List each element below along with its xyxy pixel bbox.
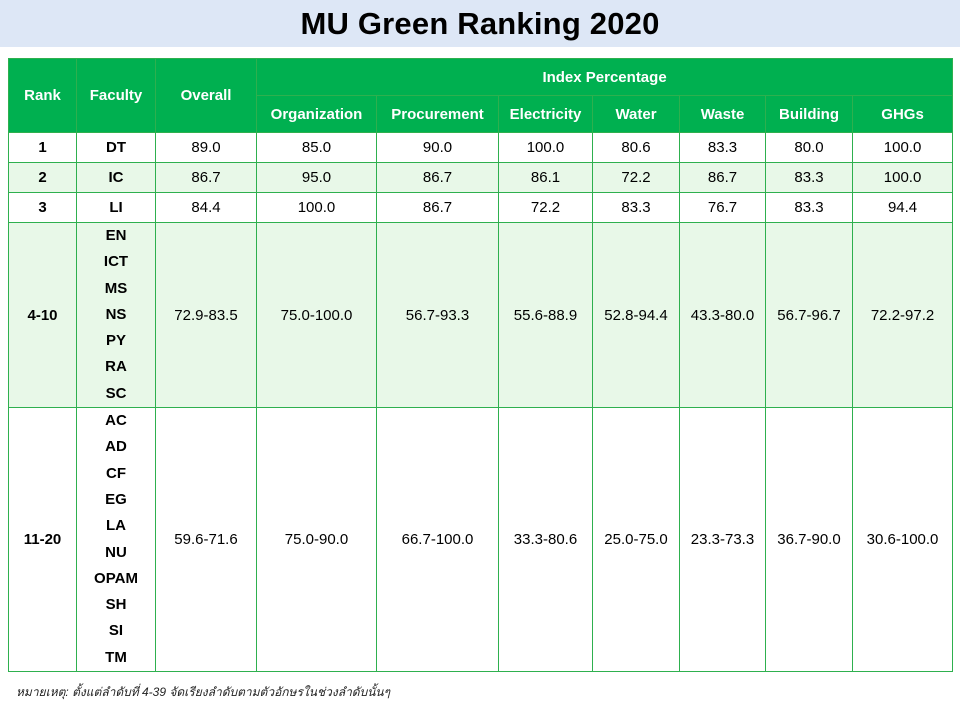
index-cell: 75.0-90.0 <box>256 407 377 673</box>
index-cell: 83.3 <box>592 192 680 223</box>
table-row: 11-20 AC AD CF EG LA NU OPAM SH SI TM 59… <box>8 407 954 673</box>
ranking-table: Rank Faculty Overall Index Percentage Or… <box>8 58 954 673</box>
index-cell: 30.6-100.0 <box>851 407 954 673</box>
faculty-name: NS <box>105 305 127 323</box>
table-row: 3 LI 84.4 100.0 86.7 72.2 83.3 76.7 83.3… <box>8 192 954 223</box>
rank-cell: 4-10 <box>8 221 77 409</box>
faculty-cell: LI <box>76 192 156 223</box>
index-cell: 94.4 <box>851 192 954 223</box>
overall-cell: 59.6-71.6 <box>155 407 257 673</box>
table-row: 2 IC 86.7 95.0 86.7 86.1 72.2 86.7 83.3 … <box>8 162 954 193</box>
index-cell: 52.8-94.4 <box>592 221 680 409</box>
index-cell: 83.3 <box>679 132 766 163</box>
overall-cell: 84.4 <box>155 192 257 223</box>
header-ghgs: GHGs <box>851 95 954 133</box>
faculty-name: TM <box>105 648 127 666</box>
overall-cell: 89.0 <box>155 132 257 163</box>
index-cell: 33.3-80.6 <box>498 407 593 673</box>
faculty-name: AD <box>105 438 127 456</box>
header-procurement: Procurement <box>376 95 499 133</box>
index-cell: 86.1 <box>498 162 593 193</box>
header-index-percentage: Index Percentage <box>255 58 954 96</box>
faculty-name: AC <box>105 412 127 430</box>
faculty-name: SH <box>105 596 127 614</box>
index-cell: 83.3 <box>765 192 853 223</box>
index-cell: 75.0-100.0 <box>256 221 377 409</box>
faculty-name: NU <box>105 543 127 561</box>
faculty-name: MS <box>104 279 128 297</box>
index-cell: 85.0 <box>256 132 377 163</box>
rank-cell: 11-20 <box>8 407 77 673</box>
overall-cell: 86.7 <box>155 162 257 193</box>
header-organization: Organization <box>256 95 377 133</box>
index-cell: 56.7-93.3 <box>376 221 499 409</box>
faculty-cell: IC <box>76 162 156 193</box>
header-electricity: Electricity <box>498 95 593 133</box>
index-cell: 76.7 <box>679 192 766 223</box>
table-row: 4-10 EN ICT MS NS PY RA SC 72.9-83.5 75.… <box>8 221 954 409</box>
index-cell: 25.0-75.0 <box>592 407 680 673</box>
index-cell: 100.0 <box>256 192 377 223</box>
index-cell: 100.0 <box>498 132 593 163</box>
overall-cell: 72.9-83.5 <box>155 221 257 409</box>
index-cell: 55.6-88.9 <box>498 221 593 409</box>
faculty-name: ICT <box>103 253 129 271</box>
index-cell: 83.3 <box>765 162 853 193</box>
faculty-name: PY <box>105 332 126 350</box>
index-cell: 72.2 <box>592 162 680 193</box>
index-cell: 36.7-90.0 <box>765 407 853 673</box>
index-cell: 100.0 <box>851 162 954 193</box>
header-water: Water <box>592 95 680 133</box>
header-faculty: Faculty <box>76 58 156 133</box>
rank-cell: 1 <box>8 132 77 163</box>
header-waste: Waste <box>679 95 766 133</box>
index-cell: 72.2 <box>498 192 593 223</box>
index-cell: 56.7-96.7 <box>765 221 853 409</box>
header-building: Building <box>765 95 853 133</box>
index-cell: 66.7-100.0 <box>376 407 499 673</box>
index-cell: 80.0 <box>765 132 853 163</box>
index-cell: 90.0 <box>376 132 499 163</box>
faculty-name: SC <box>105 384 127 402</box>
index-cell: 100.0 <box>851 132 954 163</box>
rank-cell: 2 <box>8 162 77 193</box>
faculty-name: OPAM <box>94 569 138 587</box>
table-row: 1 DT 89.0 85.0 90.0 100.0 80.6 83.3 80.0… <box>8 132 954 163</box>
faculty-name: RA <box>105 358 127 376</box>
faculty-cell: AC AD CF EG LA NU OPAM SH SI TM <box>76 407 156 673</box>
index-cell: 95.0 <box>256 162 377 193</box>
header-rank: Rank <box>8 58 77 133</box>
faculty-name: EG <box>105 490 127 508</box>
index-cell: 86.7 <box>376 192 499 223</box>
index-cell: 86.7 <box>679 162 766 193</box>
index-cell: 43.3-80.0 <box>679 221 766 409</box>
footnote: หมายเหตุ: ตั้งแต่ลำดับที่ 4-39 จัดเรียงล… <box>16 685 391 699</box>
index-cell: 80.6 <box>592 132 680 163</box>
index-cell: 86.7 <box>376 162 499 193</box>
faculty-name: LA <box>106 517 126 535</box>
faculty-name: CF <box>106 464 126 482</box>
faculty-cell: EN ICT MS NS PY RA SC <box>76 221 156 409</box>
page-title: MU Green Ranking 2020 <box>300 5 660 41</box>
faculty-name: SI <box>108 622 124 640</box>
header-overall: Overall <box>155 58 257 133</box>
index-cell: 23.3-73.3 <box>679 407 766 673</box>
faculty-cell: DT <box>76 132 156 163</box>
faculty-name: EN <box>105 227 127 244</box>
index-cell: 72.2-97.2 <box>851 221 954 409</box>
title-bar: MU Green Ranking 2020 <box>0 0 960 47</box>
rank-cell: 3 <box>8 192 77 223</box>
